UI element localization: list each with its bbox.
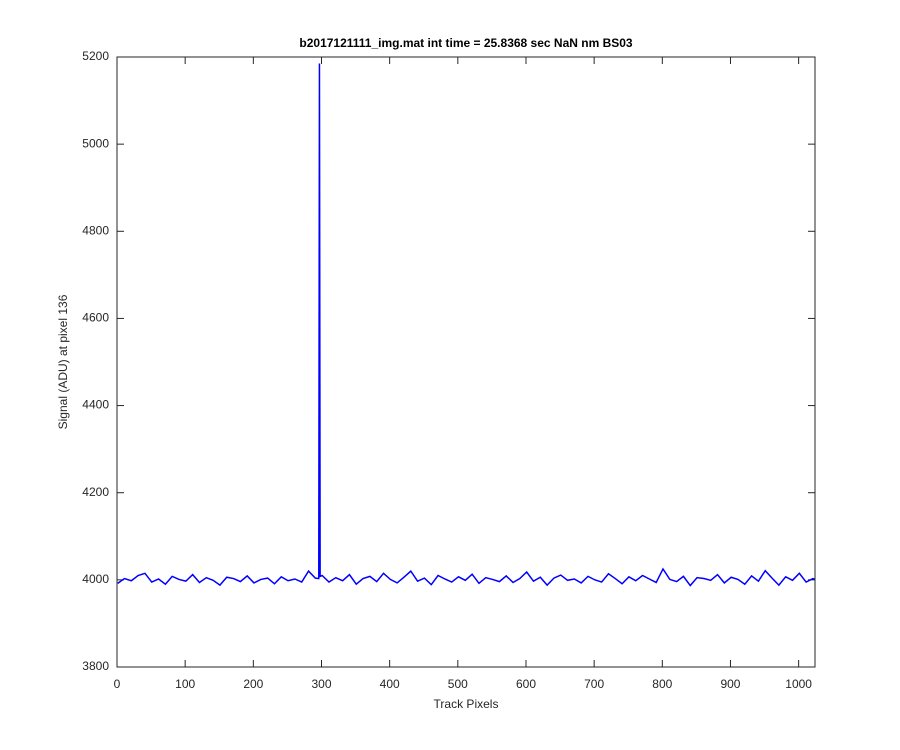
y-tick-label: 5000 (82, 136, 109, 150)
y-tick-label: 4600 (82, 311, 109, 325)
y-tick-label: 4200 (82, 485, 109, 499)
chart-title: b2017121111_img.mat int time = 25.8368 s… (299, 36, 633, 50)
x-tick-label: 800 (652, 677, 672, 691)
data-line (117, 63, 816, 587)
x-axis-label: Track Pixels (434, 697, 499, 711)
plot-frame (116, 56, 816, 668)
y-tick-label: 4000 (82, 572, 109, 586)
x-tick-label: 900 (720, 677, 740, 691)
y-tick-label: 3800 (82, 659, 109, 673)
x-tick-label: 1000 (785, 677, 812, 691)
x-tick-label: 300 (311, 677, 331, 691)
y-tick-label: 4800 (82, 223, 109, 237)
y-tick-label: 4400 (82, 398, 109, 412)
x-tick-label: 600 (516, 677, 536, 691)
y-axis-label: Signal (ADU) at pixel 136 (56, 294, 70, 429)
x-tick-label: 100 (175, 677, 195, 691)
y-tick-label: 5200 (82, 49, 109, 63)
x-tick-label: 0 (114, 677, 121, 691)
x-tick-label: 400 (380, 677, 400, 691)
x-tick-label: 700 (584, 677, 604, 691)
x-tick-label: 500 (448, 677, 468, 691)
x-tick-label: 200 (243, 677, 263, 691)
